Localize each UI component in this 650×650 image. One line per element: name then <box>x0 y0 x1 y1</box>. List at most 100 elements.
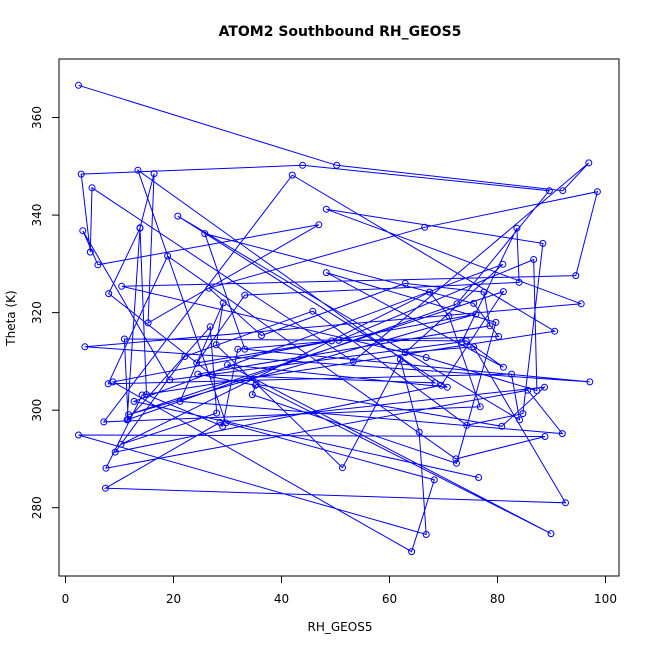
data-point <box>193 359 201 367</box>
data-point <box>109 378 117 386</box>
data-point <box>480 288 488 296</box>
data-point <box>421 223 429 231</box>
y-tick-label: 300 <box>30 399 44 422</box>
data-point <box>530 256 538 263</box>
data-point <box>216 418 224 426</box>
data-point <box>75 431 82 439</box>
data-point <box>519 410 527 418</box>
data-point <box>94 261 102 269</box>
data-point <box>558 430 566 438</box>
data-point <box>539 239 547 247</box>
data-point <box>206 323 214 331</box>
data-point <box>533 387 541 395</box>
data-point <box>258 332 265 339</box>
data-point <box>453 459 460 467</box>
data-point <box>430 476 438 484</box>
data-point <box>472 310 480 318</box>
data-point <box>333 161 341 169</box>
data-point <box>498 422 506 430</box>
data-point <box>586 378 594 386</box>
data-point <box>138 391 146 399</box>
data-point <box>181 353 189 360</box>
data-point <box>499 363 507 371</box>
data-point <box>130 397 138 405</box>
data-point <box>541 433 549 440</box>
data-point <box>288 171 296 179</box>
data-point <box>328 337 336 345</box>
data-point <box>120 335 128 343</box>
x-axis-label: RH_GEOS5 <box>308 620 373 634</box>
data-point <box>105 290 113 298</box>
series-group <box>75 81 601 556</box>
data-point <box>104 380 112 388</box>
data-point <box>102 464 110 472</box>
y-tick-label: 280 <box>30 496 44 519</box>
data-point <box>470 299 478 307</box>
data-point <box>516 416 524 424</box>
data-point <box>470 343 478 351</box>
data-point <box>86 248 94 256</box>
data-point <box>248 391 256 399</box>
data-point <box>513 224 521 232</box>
data-point <box>174 212 182 220</box>
data-point <box>415 428 423 436</box>
x-tick-label: 60 <box>382 592 397 606</box>
data-point <box>408 548 416 556</box>
y-axis: 280 300 320 340 360 <box>30 106 60 519</box>
data-point <box>524 386 532 394</box>
data-point <box>309 307 317 315</box>
data-point <box>443 383 451 391</box>
chart-title: ATOM2 Southbound RH_GEOS5 <box>219 24 462 40</box>
data-point <box>572 272 580 280</box>
data-point <box>426 288 433 296</box>
x-tick-label: 0 <box>62 592 70 606</box>
data-point <box>462 337 470 345</box>
y-tick-label: 340 <box>30 204 44 227</box>
data-point <box>515 278 523 286</box>
data-point <box>551 327 559 335</box>
data-point <box>499 288 507 296</box>
y-axis-label: Theta (K) <box>4 290 18 346</box>
data-point <box>299 161 307 169</box>
data-point <box>453 300 461 308</box>
data-point <box>401 279 409 287</box>
data-point <box>445 312 453 320</box>
x-tick-label: 40 <box>274 592 289 606</box>
data-point <box>492 318 500 326</box>
data-point <box>224 361 231 369</box>
x-tick-label: 100 <box>594 592 617 606</box>
data-point <box>322 205 330 213</box>
data-point <box>476 403 484 411</box>
y-tick-label: 320 <box>30 301 44 324</box>
data-point <box>241 345 249 353</box>
data-point <box>117 440 125 448</box>
data-point <box>562 499 569 507</box>
series-line <box>78 84 599 553</box>
data-point <box>79 227 87 235</box>
data-point <box>422 354 430 361</box>
data-point <box>136 224 144 232</box>
data-point <box>463 421 471 429</box>
data-point <box>545 187 553 195</box>
data-point <box>205 284 213 292</box>
data-point <box>437 381 445 389</box>
data-point <box>241 291 249 299</box>
data-point <box>213 409 221 417</box>
data-point <box>164 252 172 260</box>
data-point <box>585 159 593 167</box>
data-point <box>452 455 460 463</box>
data-point <box>176 397 184 405</box>
data-point <box>75 81 82 89</box>
data-point <box>349 357 357 365</box>
data-point <box>322 269 330 277</box>
data-point <box>194 370 202 378</box>
data-point <box>124 415 132 423</box>
data-point <box>431 379 439 387</box>
data-point <box>252 380 260 388</box>
data-point <box>422 531 430 538</box>
data-point <box>593 188 601 196</box>
data-point <box>219 299 227 307</box>
data-point <box>212 341 220 349</box>
data-point <box>458 338 466 346</box>
